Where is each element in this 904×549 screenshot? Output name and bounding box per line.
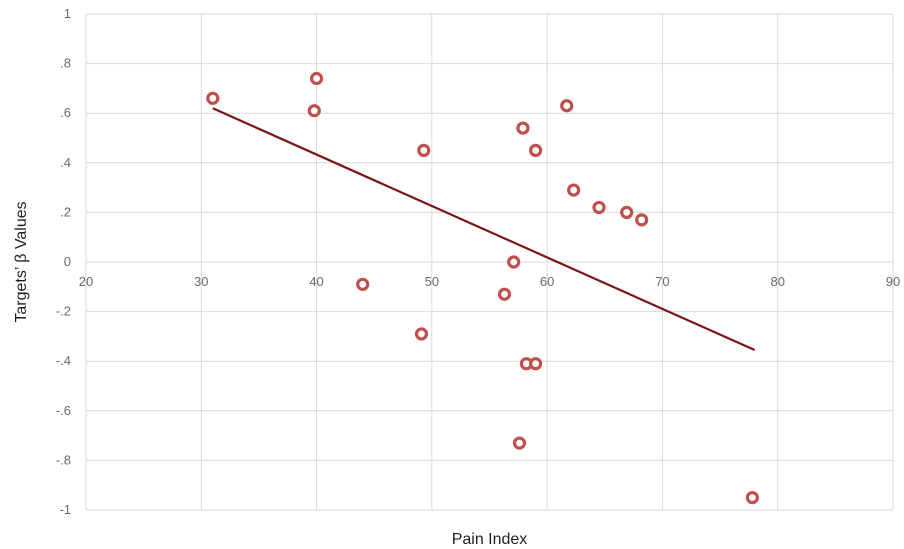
data-point xyxy=(592,200,606,215)
y-tick-label: -1 xyxy=(59,502,71,517)
x-tick-label: 80 xyxy=(770,274,784,289)
y-tick-label: -.2 xyxy=(56,304,71,319)
x-axis-label: Pain Index xyxy=(452,531,528,548)
x-tick-label: 60 xyxy=(540,274,554,289)
data-point xyxy=(417,143,431,157)
data-point xyxy=(507,255,521,269)
y-tick-label: 1 xyxy=(64,6,71,21)
data-point xyxy=(512,436,527,450)
data-point xyxy=(567,183,581,197)
y-tick-label: -.6 xyxy=(56,403,71,418)
data-point xyxy=(635,213,649,227)
x-tick-label: 70 xyxy=(655,274,669,289)
y-tick-label: -.4 xyxy=(56,353,71,368)
grid-lines xyxy=(85,13,894,511)
data-point xyxy=(516,121,530,135)
x-tick-label: 50 xyxy=(425,274,439,289)
data-point xyxy=(356,277,370,291)
data-point xyxy=(745,491,759,505)
y-tick-label: .4 xyxy=(60,155,71,170)
y-tick-labels: 1 .8 .6 .4 .2 0 -.2 -.4 -.6 -.8 -1 xyxy=(56,6,71,517)
y-tick-label: .8 xyxy=(60,56,71,71)
y-axis-label: Targets’ β Values xyxy=(13,201,30,322)
x-tick-label: 40 xyxy=(309,274,323,289)
y-tick-label: .6 xyxy=(60,105,71,120)
data-point xyxy=(309,71,324,86)
x-tick-label: 20 xyxy=(79,274,93,289)
x-tick-label: 30 xyxy=(194,274,208,289)
x-tick-labels: 20 30 40 50 60 70 80 90 xyxy=(79,274,900,289)
y-tick-label: 0 xyxy=(64,254,71,269)
data-points xyxy=(206,71,759,505)
y-tick-label: .2 xyxy=(60,204,71,219)
data-point xyxy=(414,327,429,341)
data-point xyxy=(307,104,321,118)
data-point xyxy=(206,91,220,105)
data-point xyxy=(620,205,634,219)
data-point xyxy=(529,357,543,371)
data-point xyxy=(560,99,574,113)
data-point xyxy=(529,143,543,157)
x-tick-label: 90 xyxy=(886,274,900,289)
y-tick-label: -.8 xyxy=(56,452,71,467)
trendline xyxy=(212,107,756,352)
data-point xyxy=(497,287,512,301)
